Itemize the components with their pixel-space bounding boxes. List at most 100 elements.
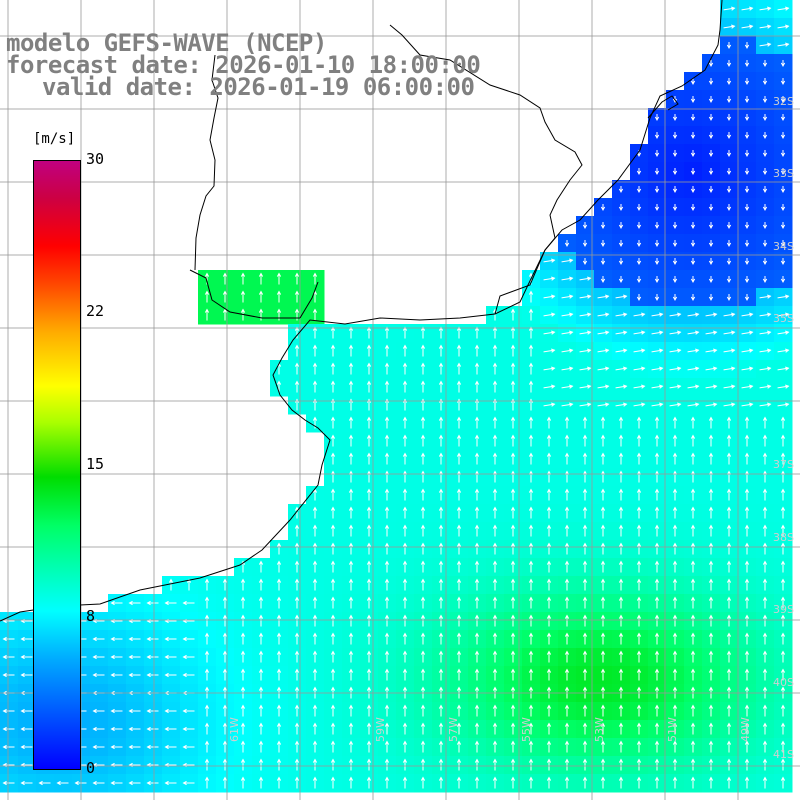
wind-arrow (312, 596, 318, 609)
wind-arrow (402, 740, 408, 753)
wind-arrow (651, 366, 664, 371)
wind-arrow (615, 348, 628, 353)
wind-arrow (92, 636, 105, 642)
wind-arrow (780, 132, 786, 140)
wind-arrow (741, 330, 754, 335)
lon-label-61w: 61W (228, 717, 241, 742)
wind-arrow (240, 614, 246, 627)
wind-arrow (330, 650, 336, 663)
wind-arrow (474, 344, 480, 357)
wind-arrow (182, 744, 195, 750)
wind-arrow (348, 362, 354, 375)
wind-arrow (384, 704, 390, 717)
wind-arrow (582, 560, 588, 573)
wind-arrow (780, 240, 786, 248)
wind-arrow (330, 524, 336, 537)
wind-arrow (330, 632, 336, 645)
wind-arrow (543, 366, 556, 371)
wind-arrow (636, 542, 642, 555)
wind-arrow (690, 222, 696, 230)
wind-arrow (110, 672, 123, 678)
wind-arrow (510, 758, 516, 771)
wind-arrow (651, 348, 664, 353)
wind-arrow (546, 506, 552, 519)
wind-arrow (474, 434, 480, 447)
wind-arrow (240, 722, 246, 735)
wind-arrow (618, 614, 624, 627)
wind-arrow (744, 722, 750, 735)
wind-arrow (777, 42, 790, 47)
wind-arrow (330, 596, 336, 609)
wind-arrow (780, 204, 786, 212)
wind-arrow (204, 308, 210, 321)
wind-arrow (708, 60, 714, 68)
wind-arrow (690, 758, 696, 771)
coastline (0, 0, 723, 622)
wind-arrow (110, 726, 123, 732)
wind-arrow (276, 650, 282, 663)
wind-arrow (741, 384, 754, 389)
wind-arrow (528, 434, 534, 447)
wind-arrow (420, 542, 426, 555)
wind-arrow (762, 434, 768, 447)
wind-arrow (690, 78, 696, 86)
wind-arrow (474, 758, 480, 771)
wind-arrow (669, 384, 682, 389)
wind-arrow (726, 704, 732, 717)
wind-arrow (672, 758, 678, 771)
wind-arrow (2, 672, 15, 678)
wind-arrow (366, 344, 372, 357)
wind-arrow (636, 524, 642, 537)
wind-arrow (690, 668, 696, 681)
wind-arrow (672, 506, 678, 519)
wind-arrow (492, 488, 498, 501)
wind-arrow (543, 312, 556, 317)
wind-arrow (780, 168, 786, 176)
wind-arrow (182, 654, 195, 660)
lat-label-41s: 41S (773, 748, 794, 761)
wind-arrow (672, 452, 678, 465)
wind-arrow (240, 272, 246, 285)
wind-arrow (561, 294, 574, 299)
wind-arrow (726, 614, 732, 627)
wind-arrow (528, 668, 534, 681)
wind-arrow (780, 114, 786, 122)
wind-arrow (654, 776, 660, 789)
wind-arrow (672, 416, 678, 429)
wind-arrow (110, 780, 123, 786)
wind-arrow (579, 276, 592, 281)
wind-arrow (348, 434, 354, 447)
wind-arrow (672, 650, 678, 663)
wind-arrow (546, 668, 552, 681)
wind-arrow (726, 722, 732, 735)
wind-arrow (582, 776, 588, 789)
wind-arrow (384, 488, 390, 501)
wind-arrow (456, 776, 462, 789)
wind-arrow (420, 614, 426, 627)
wind-arrow (276, 632, 282, 645)
wind-arrow (474, 452, 480, 465)
wind-arrow (128, 600, 141, 606)
wind-arrow (597, 384, 610, 389)
wind-arrow (366, 416, 372, 429)
lat-label-37s: 37S (773, 458, 794, 471)
wind-arrow (600, 650, 606, 663)
wind-arrow (438, 434, 444, 447)
wind-arrow (708, 578, 714, 591)
wind-arrow (456, 578, 462, 591)
wind-arrow (705, 312, 718, 317)
wind-arrow (110, 744, 123, 750)
wind-arrow (564, 542, 570, 555)
wind-arrow (240, 758, 246, 771)
wind-arrow (726, 776, 732, 789)
wind-arrow (759, 348, 772, 353)
wind-arrow (456, 650, 462, 663)
wind-arrow (744, 258, 750, 266)
wind-arrow (474, 524, 480, 537)
wind-arrow (456, 704, 462, 717)
wind-arrow (705, 384, 718, 389)
wind-arrow (618, 222, 624, 230)
wind-arrow (402, 704, 408, 717)
wind-arrow (600, 240, 606, 248)
